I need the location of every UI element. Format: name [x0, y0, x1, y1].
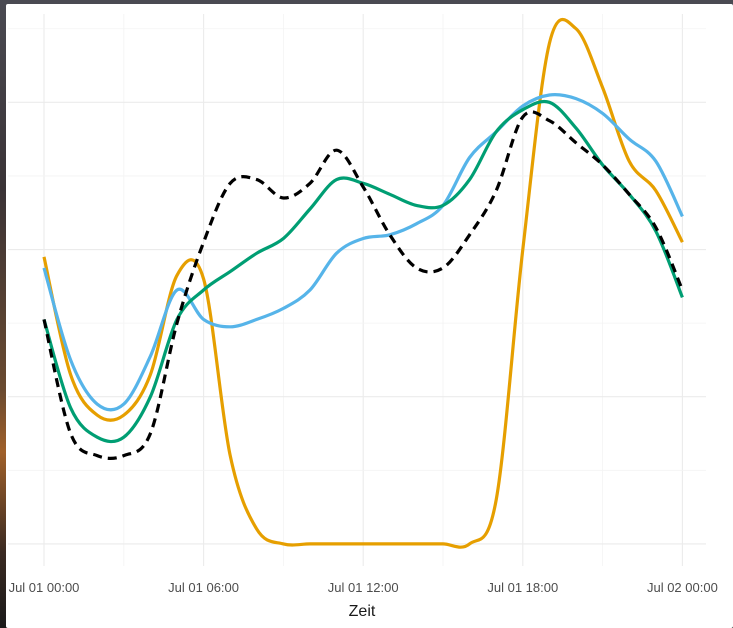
line-chart: Jul 01 00:00 Jul 01 06:00 Jul 01 12:00 Jul … — [8, 14, 718, 620]
series-line-3 — [42, 99, 684, 444]
series-line-1 — [42, 18, 684, 549]
chart-panel: Jul 01 00:00 Jul 01 06:00 Jul 01 12:00 Jul … — [6, 4, 733, 628]
series-line-4 — [42, 110, 684, 460]
x-tick-label: Jul 01 18:00 — [487, 580, 558, 595]
x-tick-label: Jul 02 00:00 — [647, 580, 718, 595]
x-axis-title: Zeit — [349, 603, 376, 620]
series-line-2 — [42, 92, 684, 412]
grid-lines — [8, 14, 706, 566]
x-tick-label: Jul 01 06:00 — [168, 580, 239, 595]
x-tick-labels: Jul 01 00:00 Jul 01 06:00 Jul 01 12:00 Jul … — [9, 580, 718, 595]
series-lines — [42, 18, 684, 549]
x-tick-label: Jul 01 12:00 — [328, 580, 399, 595]
x-tick-label: Jul 01 00:00 — [9, 580, 80, 595]
